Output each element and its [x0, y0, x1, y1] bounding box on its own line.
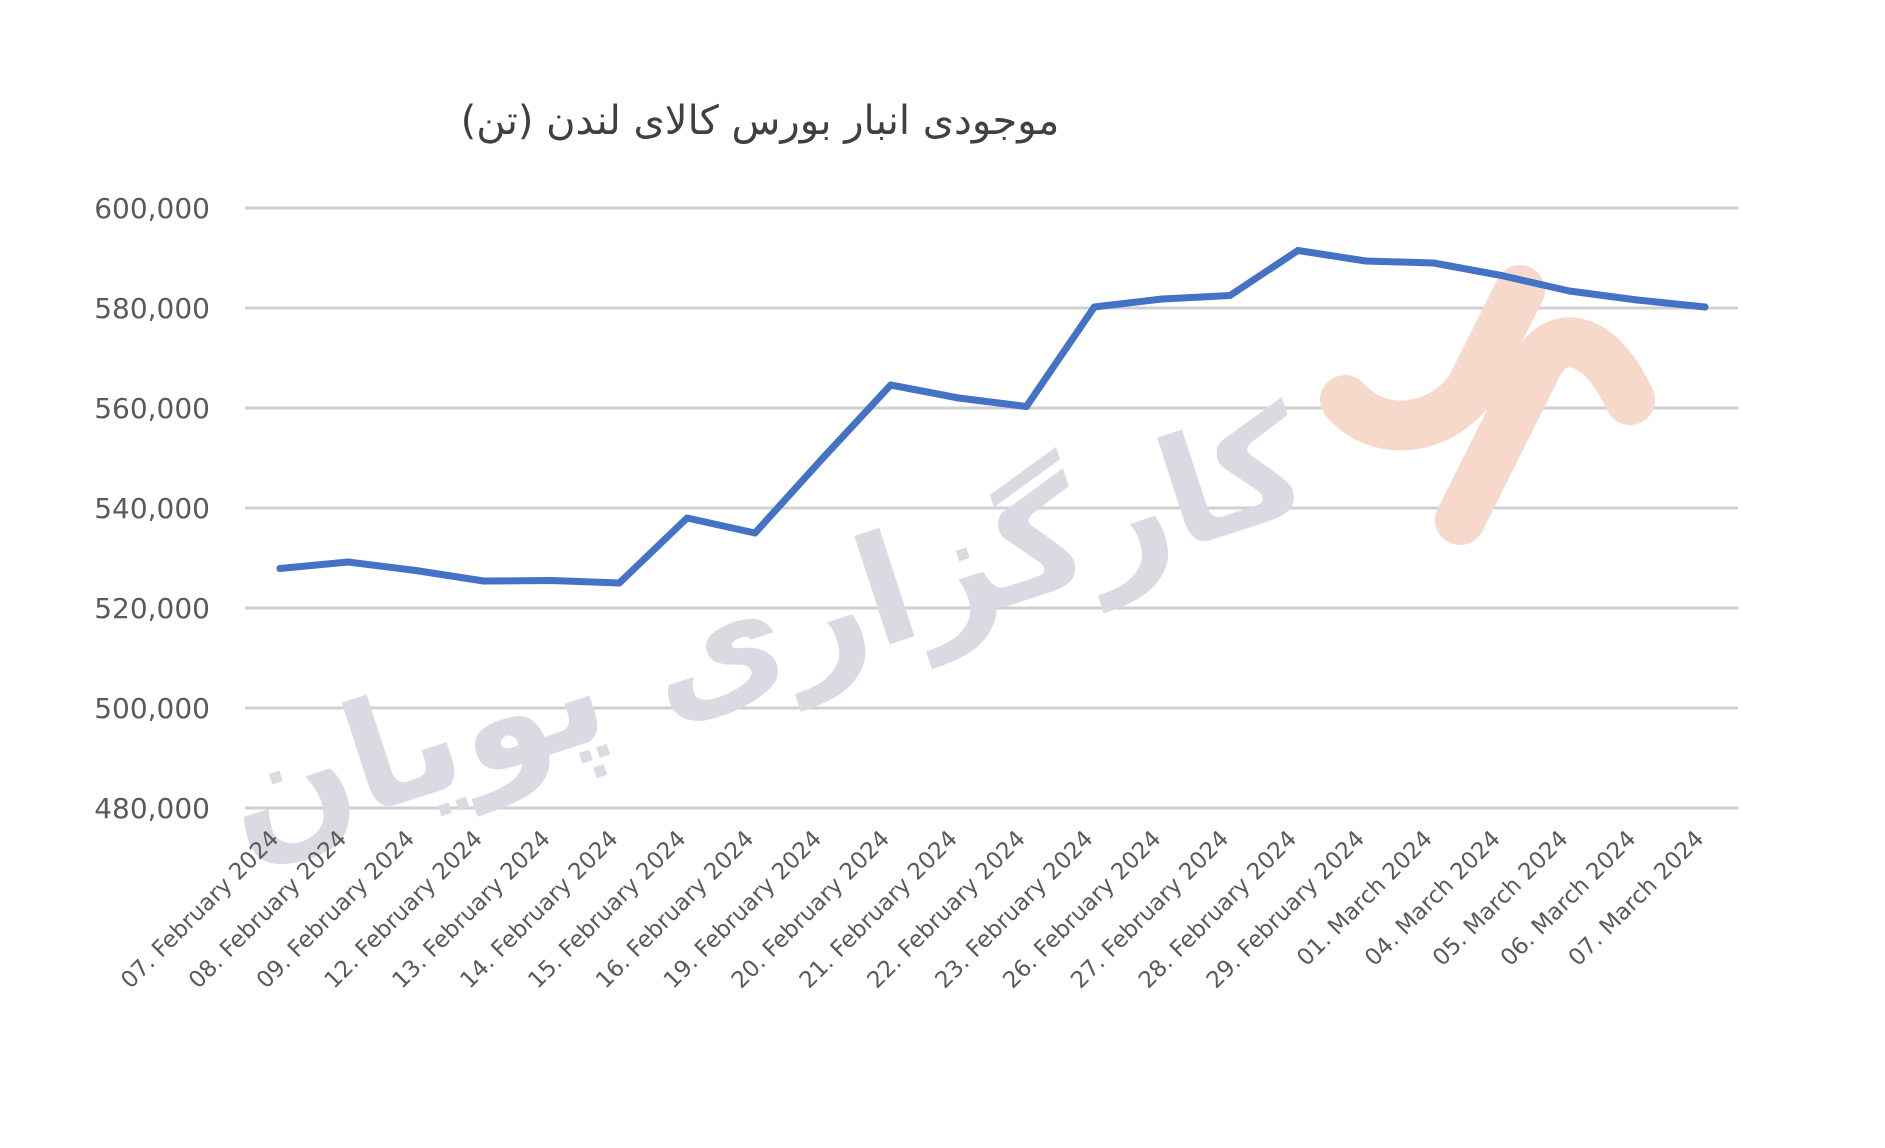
data-point	[1090, 303, 1098, 311]
watermark-logo	[1320, 265, 1655, 545]
y-tick-label: 500,000	[94, 692, 210, 725]
data-point	[1633, 296, 1641, 304]
data-point	[344, 558, 352, 566]
data-point	[887, 381, 895, 389]
series-line	[276, 247, 1709, 587]
data-point	[1294, 247, 1302, 254]
y-tick-label: 600,000	[94, 192, 210, 225]
data-point	[1022, 403, 1030, 410]
data-point	[1362, 257, 1370, 265]
series-group	[276, 247, 1709, 587]
data-point	[1158, 295, 1166, 303]
data-point	[1430, 259, 1438, 267]
y-tick-label: 480,000	[94, 792, 210, 825]
watermark-logo-stroke-1	[1320, 265, 1545, 451]
data-point	[1497, 272, 1505, 279]
y-axis-tick-labels: 480,000 500,000 520,000 540,000 560,000 580,0…	[94, 192, 210, 825]
data-point	[955, 394, 963, 402]
watermark-logo-stroke-2	[1435, 317, 1655, 545]
data-point	[276, 565, 284, 572]
watermark-text: کارگزاری پویان	[200, 374, 1329, 890]
data-point	[1565, 287, 1573, 295]
data-point	[480, 577, 488, 585]
data-point	[1701, 303, 1709, 311]
gridlines	[245, 206, 1738, 810]
watermark: کارگزاری پویان	[200, 265, 1655, 890]
data-point	[683, 514, 691, 522]
data-point	[615, 579, 623, 587]
data-point	[751, 529, 759, 537]
data-point	[819, 454, 827, 462]
y-tick-label: 540,000	[94, 492, 210, 525]
data-point	[1226, 292, 1234, 299]
y-tick-label: 580,000	[94, 292, 210, 325]
chart-title: موجودی انبار بورس کالای لندن (تن)	[461, 98, 1060, 144]
data-point	[412, 567, 420, 574]
data-point	[547, 577, 555, 584]
y-tick-label: 520,000	[94, 592, 210, 625]
y-tick-label: 560,000	[94, 392, 210, 425]
